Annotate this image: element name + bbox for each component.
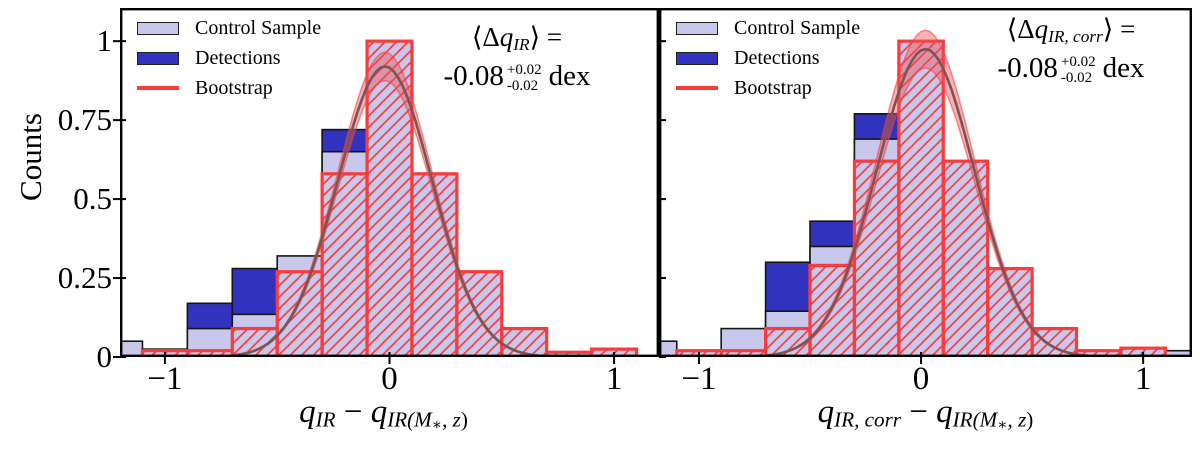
- legend-item-bootstrap: Bootstrap: [676, 73, 860, 103]
- math-text-part: ⟨: [471, 22, 483, 52]
- math-text-part: −: [335, 394, 371, 430]
- legend-label: Detections: [195, 46, 281, 69]
- y-tick-label: 1: [96, 23, 113, 59]
- control-swatch: [676, 21, 718, 35]
- x-axis-label-right: qIR, corr − qIR(M∗, z): [766, 394, 1086, 435]
- legend-left: Control Sample Detections Bootstrap: [137, 13, 321, 103]
- x-tick-label: 0: [381, 361, 398, 397]
- math-text-part: IR, corr: [834, 407, 902, 432]
- bootstrap-line-swatch: [676, 86, 718, 90]
- error-stack: +0.02 -0.02: [506, 62, 542, 95]
- error-minus: -0.02: [506, 77, 539, 94]
- histogram-panel-left: [113, 8, 659, 364]
- error-minus: -0.02: [1060, 69, 1093, 86]
- y-tick-label: 0.75: [57, 102, 112, 138]
- math-text-part: q: [1034, 14, 1049, 44]
- x-tick-label: 1: [605, 361, 623, 397]
- legend-item-control-sample: Control Sample: [676, 13, 860, 43]
- bootstrap-line-swatch: [137, 86, 179, 90]
- unit-label: dex: [548, 59, 591, 92]
- math-text-part: IR: [315, 407, 336, 432]
- histogram-panel-right: [659, 8, 1192, 364]
- error-plus: +0.02: [1060, 54, 1096, 71]
- math-text-part: q: [370, 394, 388, 430]
- legend-label: Control Sample: [195, 16, 322, 39]
- math-text-part: IR(: [952, 407, 980, 432]
- math-text-part: ⟨: [1006, 14, 1018, 44]
- offset-value: -0.08: [443, 59, 504, 92]
- legend-item-detections: Detections: [137, 43, 321, 73]
- annotation-formula: ⟨ΔqIR⟩ =: [398, 22, 636, 55]
- bootstrap-band: [659, 29, 1192, 357]
- y-tick-label: 0: [96, 339, 113, 374]
- annotation-value: -0.08 +0.02 -0.02 dex: [946, 52, 1196, 87]
- math-text-part: q: [299, 394, 316, 430]
- legend-label: Bootstrap: [195, 76, 273, 99]
- axis-frame: [659, 8, 1192, 358]
- math-text-part: M: [979, 407, 998, 432]
- math-text-part: ⟩ =: [1102, 14, 1136, 44]
- math-text-part: Δ: [1017, 14, 1035, 44]
- x-tick-label: −1: [681, 361, 717, 397]
- math-text-part: −: [901, 394, 937, 430]
- offset-value: -0.08: [997, 51, 1058, 84]
- plot-content: [659, 29, 1192, 357]
- math-text-part: ,: [442, 407, 453, 432]
- math-text-part: IR, corr: [1048, 26, 1103, 46]
- legend-item-control-sample: Control Sample: [137, 13, 321, 43]
- math-text-part: IR: [513, 34, 530, 54]
- detections-swatch: [137, 51, 179, 65]
- math-text-part: ∗: [997, 416, 1008, 434]
- legend-right: Control Sample Detections Bootstrap: [676, 13, 860, 103]
- plot-content: [120, 39, 659, 357]
- bootstrap-histogram: [675, 39, 1167, 357]
- annotation-formula: ⟨ΔqIR, corr⟩ =: [946, 14, 1196, 47]
- legend-item-bootstrap: Bootstrap: [137, 73, 321, 103]
- math-text-part: ⟩ =: [529, 22, 563, 52]
- x-axis-label-left: qIR − qIR(M∗, z): [224, 394, 544, 435]
- error-plus: +0.02: [506, 62, 542, 79]
- axis-frame: [120, 8, 659, 358]
- math-text-part: M: [414, 407, 432, 432]
- math-text-part: z: [452, 407, 461, 432]
- legend-label: Detections: [734, 46, 820, 69]
- x-tick-label: 1: [1134, 361, 1152, 397]
- detections-swatch: [676, 51, 718, 65]
- y-tick-label: 0.25: [57, 260, 112, 296]
- legend-label: Control Sample: [734, 16, 861, 39]
- math-text-part: z: [1018, 407, 1027, 432]
- annotation-value: -0.08 +0.02 -0.02 dex: [398, 60, 636, 95]
- error-stack: +0.02 -0.02: [1060, 54, 1096, 87]
- math-text-part: IR(: [387, 407, 415, 432]
- math-text-part: ,: [1007, 407, 1019, 432]
- math-text-part: q: [817, 394, 835, 430]
- y-tick-label: 0.5: [73, 181, 112, 217]
- x-tick-label: 0: [912, 361, 930, 397]
- math-text-part: q: [936, 394, 953, 430]
- mean-offset-annotation-left: ⟨ΔqIR⟩ = -0.08 +0.02 -0.02 dex: [398, 22, 636, 95]
- math-text-part: ): [1026, 407, 1034, 432]
- legend-label: Bootstrap: [734, 76, 812, 99]
- unit-label: dex: [1102, 51, 1145, 84]
- mean-offset-annotation-right: ⟨ΔqIR, corr⟩ = -0.08 +0.02 -0.02 dex: [946, 14, 1196, 87]
- control-swatch: [137, 21, 179, 35]
- math-text-part: ∗: [431, 416, 443, 434]
- math-text-part: Δ: [482, 22, 500, 52]
- legend-item-detections: Detections: [676, 43, 860, 73]
- x-tick-label: −1: [147, 361, 183, 397]
- math-text-part: q: [499, 22, 514, 52]
- math-text-part: ): [460, 407, 468, 432]
